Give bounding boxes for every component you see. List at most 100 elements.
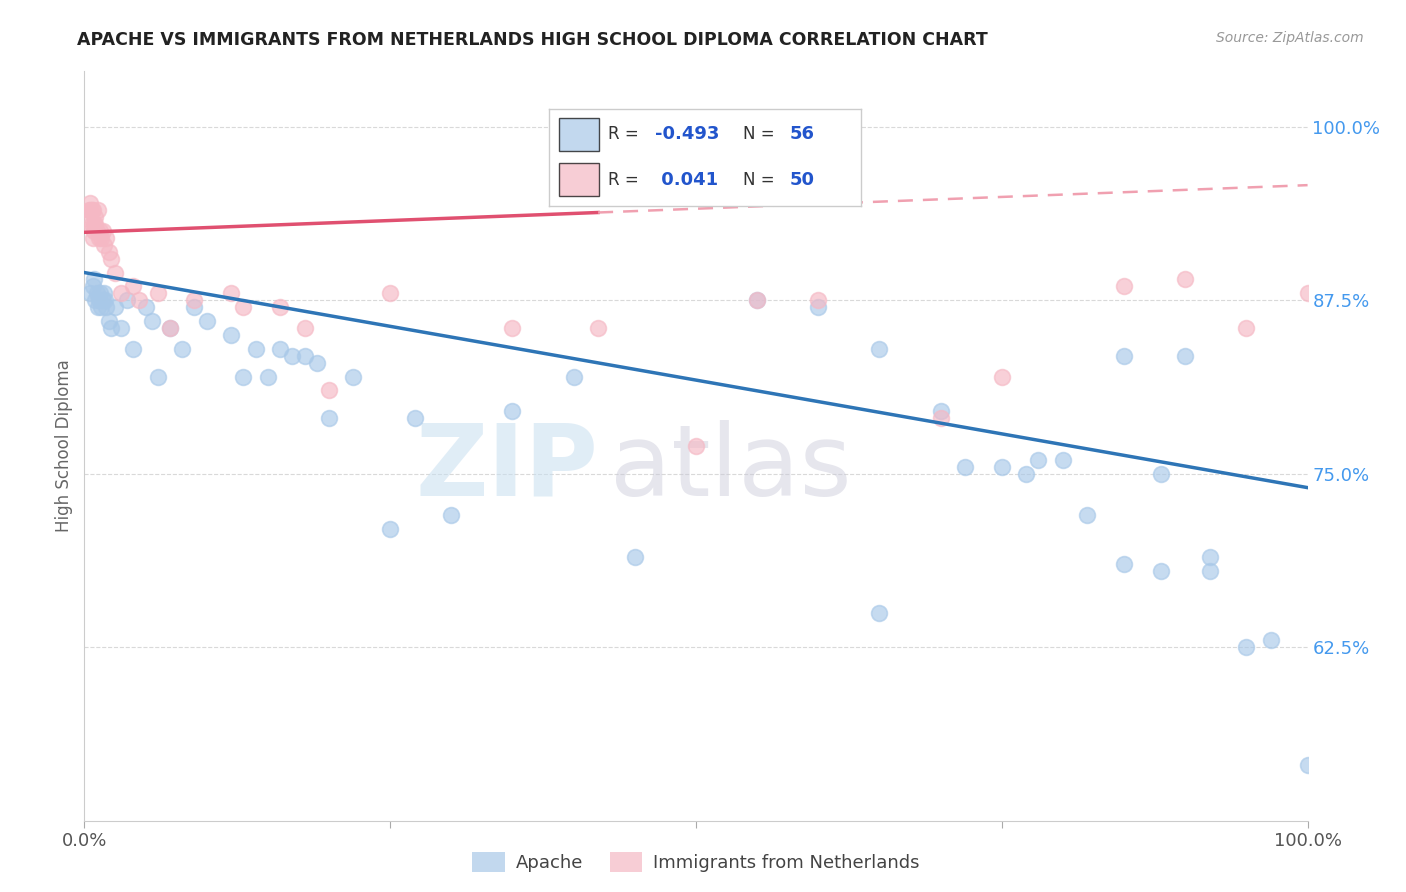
Point <box>91 224 114 238</box>
Point <box>89 224 111 238</box>
Point <box>122 279 145 293</box>
Point <box>586 321 609 335</box>
Point <box>94 293 117 308</box>
Point <box>1150 467 1173 481</box>
Point <box>96 231 118 245</box>
Point <box>562 369 585 384</box>
Point <box>97 314 120 328</box>
Point <box>84 217 107 231</box>
Point <box>1260 633 1282 648</box>
Point <box>159 321 181 335</box>
Point <box>929 404 952 418</box>
Point <box>86 224 108 238</box>
Point <box>991 369 1014 384</box>
Point <box>219 328 242 343</box>
Point <box>1114 557 1136 571</box>
Point <box>1198 549 1220 564</box>
Point <box>83 217 105 231</box>
Point <box>146 286 169 301</box>
Point <box>685 439 707 453</box>
Point <box>294 349 316 363</box>
Point <box>110 321 132 335</box>
Point <box>93 237 115 252</box>
Point <box>1015 467 1038 481</box>
Point <box>807 293 830 308</box>
Point <box>104 300 127 314</box>
Point <box>87 300 110 314</box>
Point <box>77 217 100 231</box>
Text: APACHE VS IMMIGRANTS FROM NETHERLANDS HIGH SCHOOL DIPLOMA CORRELATION CHART: APACHE VS IMMIGRANTS FROM NETHERLANDS HI… <box>77 31 988 49</box>
Point <box>869 606 891 620</box>
Point <box>1296 286 1319 301</box>
Point <box>1052 453 1074 467</box>
Point <box>1236 321 1258 335</box>
Point <box>146 369 169 384</box>
Point <box>79 196 101 211</box>
Point <box>953 459 976 474</box>
Point <box>80 217 103 231</box>
Point <box>104 266 127 280</box>
Point <box>91 293 114 308</box>
Point <box>90 231 112 245</box>
Point <box>257 369 280 384</box>
Text: Source: ZipAtlas.com: Source: ZipAtlas.com <box>1216 31 1364 45</box>
Point <box>869 342 891 356</box>
Point <box>502 321 524 335</box>
Point <box>84 293 107 308</box>
Point <box>269 342 291 356</box>
Point <box>87 293 110 308</box>
Point <box>82 231 104 245</box>
Point <box>1150 564 1173 578</box>
Point <box>929 411 952 425</box>
Point <box>110 286 132 301</box>
Point <box>305 356 328 370</box>
Point <box>1114 349 1136 363</box>
Legend: Apache, Immigrants from Netherlands: Apache, Immigrants from Netherlands <box>465 845 927 879</box>
Point <box>502 404 524 418</box>
Point <box>77 203 100 218</box>
Point <box>294 321 316 335</box>
Point <box>380 286 402 301</box>
Point <box>342 369 364 384</box>
Point <box>219 286 242 301</box>
Point <box>440 508 463 523</box>
Point <box>747 293 769 308</box>
Point <box>1174 349 1197 363</box>
Point <box>183 300 205 314</box>
Point <box>404 411 426 425</box>
Point <box>86 286 108 301</box>
Point <box>1296 758 1319 772</box>
Point <box>159 321 181 335</box>
Point <box>87 231 110 245</box>
Point <box>135 300 157 314</box>
Point <box>624 549 647 564</box>
Point <box>122 342 145 356</box>
Point <box>82 279 104 293</box>
Point <box>100 321 122 335</box>
Point <box>747 293 769 308</box>
Point <box>1114 279 1136 293</box>
Text: atlas: atlas <box>610 420 852 517</box>
Point <box>380 522 402 536</box>
Y-axis label: High School Diploma: High School Diploma <box>55 359 73 533</box>
Point <box>1076 508 1098 523</box>
Point <box>87 203 110 218</box>
Point <box>89 286 111 301</box>
Point <box>96 300 118 314</box>
Point <box>172 342 194 356</box>
Point <box>318 384 340 398</box>
Point <box>84 210 107 224</box>
Point <box>97 244 120 259</box>
Point <box>195 314 218 328</box>
Point <box>318 411 340 425</box>
Point <box>141 314 163 328</box>
Point <box>281 349 304 363</box>
Point <box>183 293 205 308</box>
Point <box>1236 640 1258 655</box>
Point <box>93 286 115 301</box>
Text: ZIP: ZIP <box>415 420 598 517</box>
Point <box>100 252 122 266</box>
Point <box>1174 272 1197 286</box>
Point <box>79 286 101 301</box>
Point <box>79 203 101 218</box>
